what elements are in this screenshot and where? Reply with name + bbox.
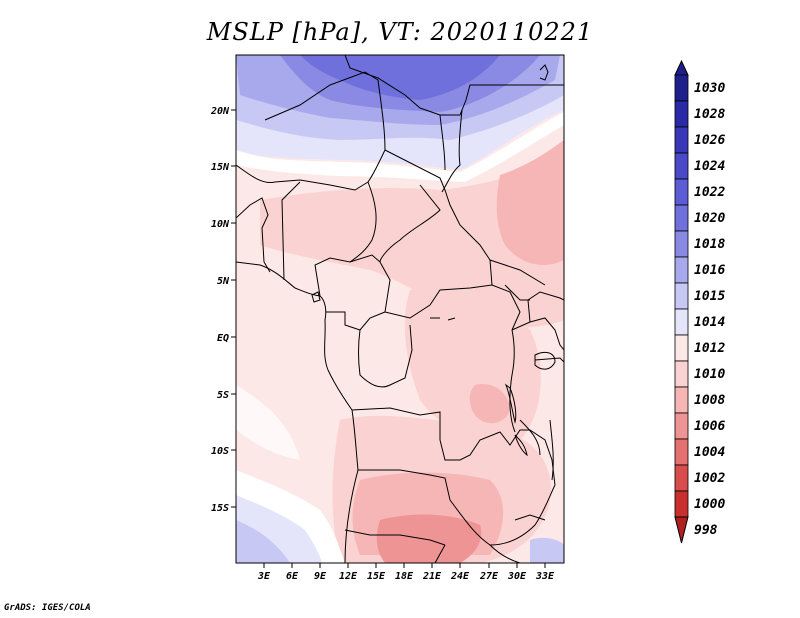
lat-label: 15N xyxy=(211,162,230,173)
color-bar-swatch xyxy=(674,100,689,128)
color-bar-swatch xyxy=(674,464,689,492)
color-bar-swatch xyxy=(674,152,689,180)
lon-label: 21E xyxy=(422,571,442,582)
country-borders xyxy=(236,55,564,563)
color-bar-swatch xyxy=(674,334,689,362)
color-bar-label: 1022 xyxy=(694,185,725,200)
color-bar-swatch xyxy=(674,412,689,440)
color-bar-label: 1030 xyxy=(694,81,725,96)
color-bar-top-arrow xyxy=(674,59,689,76)
lon-label: 30E xyxy=(507,571,527,582)
color-bar-label: 1018 xyxy=(694,237,725,252)
map-title: MSLP [hPa], VT: 2020110221 xyxy=(206,18,594,46)
color-bar-swatch xyxy=(674,74,689,102)
grads-credit: GrADS: IGES/COLA xyxy=(4,603,91,613)
lat-label: EQ xyxy=(217,333,229,344)
lon-label: 6E xyxy=(286,571,299,582)
color-bar-label: 1000 xyxy=(694,497,725,512)
color-bar-label: 1008 xyxy=(694,393,725,408)
lon-label: 18E xyxy=(395,571,414,582)
color-bar-swatch xyxy=(674,308,689,336)
color-bar-label: 1004 xyxy=(694,445,725,460)
color-bar-label: 1020 xyxy=(694,211,725,226)
color-bar-legend: 1030 1028 1026 1024 1022 1020 1018 1016 1015 1014… xyxy=(674,59,725,544)
color-bar-swatch xyxy=(674,256,689,284)
lon-label: 27E xyxy=(479,571,499,582)
color-bar-swatch xyxy=(674,230,689,258)
color-bar-swatch xyxy=(674,204,689,232)
color-bar-bottom-arrow xyxy=(674,516,689,544)
lat-label: 15S xyxy=(211,503,229,514)
latitude-axis: 20N 15N 10N 5N EQ 5S 10S 15S xyxy=(210,106,236,514)
color-bar-label: 1015 xyxy=(694,289,725,304)
color-bar-swatch xyxy=(674,178,689,206)
lon-label: 3E xyxy=(257,571,271,582)
lakes xyxy=(311,291,556,457)
color-bar-swatch xyxy=(674,490,689,518)
lat-label: 20N xyxy=(210,106,230,117)
color-bar-label: 1028 xyxy=(694,107,725,122)
lon-label: 12E xyxy=(339,571,358,582)
lat-label: 10S xyxy=(211,446,229,457)
color-bar-label: 1016 xyxy=(694,263,725,278)
color-bar-swatch xyxy=(674,360,689,388)
lon-label: 15E xyxy=(367,571,386,582)
map-frame xyxy=(235,54,565,564)
lat-label: 10N xyxy=(211,219,230,230)
lat-label: 5S xyxy=(217,390,229,401)
pressure-field xyxy=(236,55,564,563)
color-bar-label: 1024 xyxy=(694,159,725,174)
color-bar-label: 1014 xyxy=(694,315,725,330)
color-bar-label: 1006 xyxy=(694,419,725,434)
color-bar-label: 1012 xyxy=(694,341,725,356)
longitude-axis: 3E 6E 9E 12E 15E 18E 21E 24E 27E 30E 33E xyxy=(257,563,555,582)
color-bar-swatch xyxy=(674,438,689,466)
lat-label: 5N xyxy=(217,276,230,287)
lon-label: 24E xyxy=(450,571,470,582)
color-bar-swatch xyxy=(674,126,689,154)
color-bar-label: 1002 xyxy=(694,471,725,486)
color-bar-label: 1010 xyxy=(694,367,725,382)
color-bar-swatch xyxy=(674,282,689,310)
lon-label: 9E xyxy=(314,571,327,582)
color-bar-label: 1026 xyxy=(694,133,725,148)
lon-label: 33E xyxy=(535,571,555,582)
color-bar-label: 998 xyxy=(694,523,718,538)
color-bar-swatch xyxy=(674,386,689,414)
